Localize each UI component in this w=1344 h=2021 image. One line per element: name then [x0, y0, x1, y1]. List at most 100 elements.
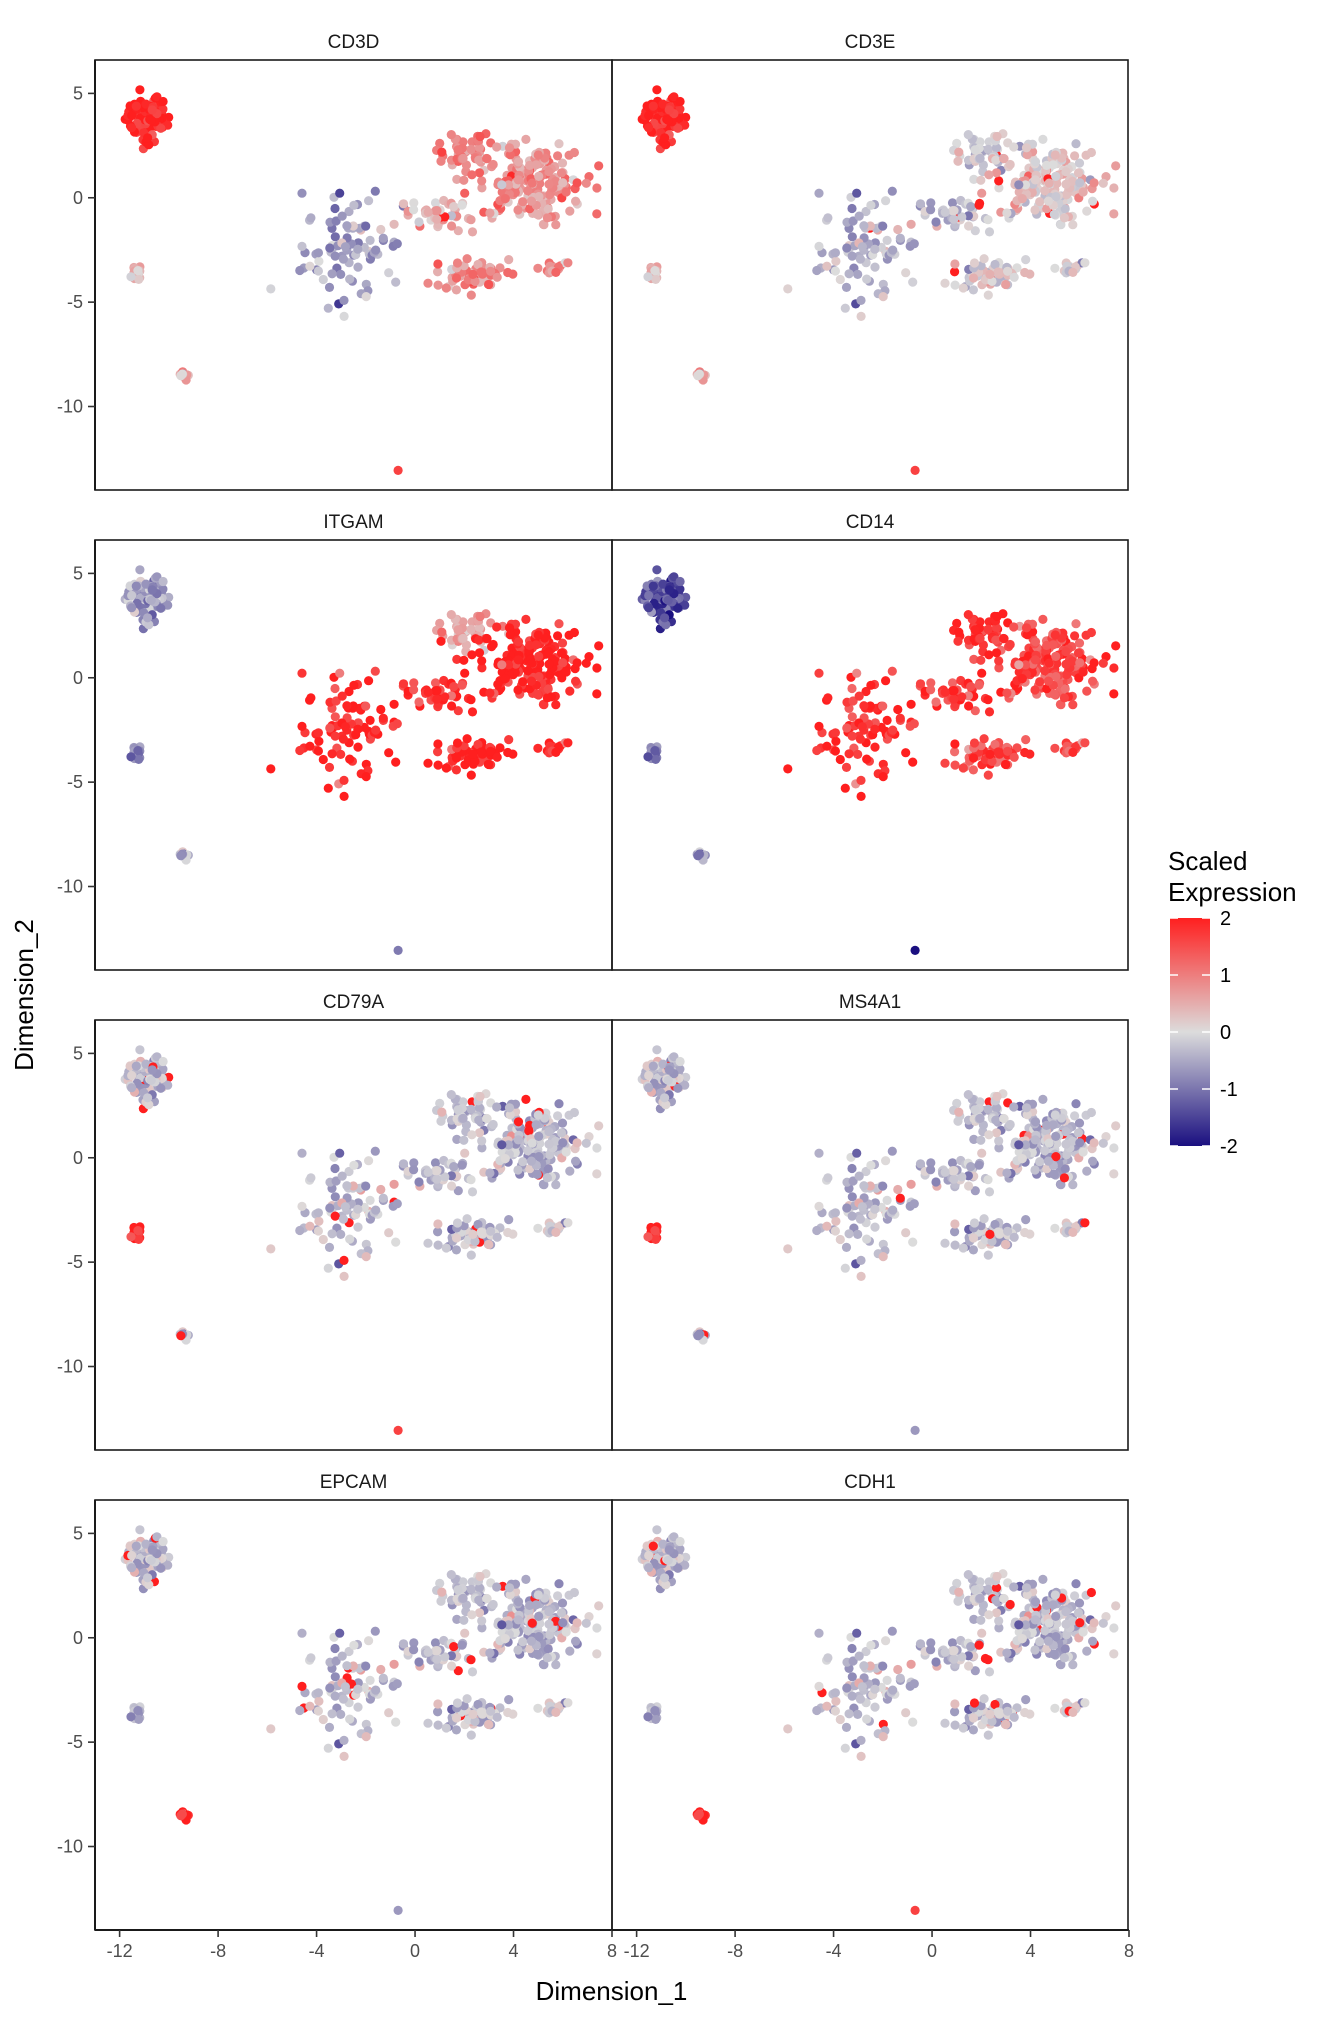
cell-point	[532, 209, 542, 219]
cell-point	[134, 754, 144, 765]
cell-point	[963, 1570, 973, 1580]
cell-point	[325, 1203, 335, 1213]
cell-point	[544, 1607, 554, 1617]
cell-point	[1061, 167, 1071, 177]
cell-point	[473, 1219, 483, 1230]
cell-point	[990, 259, 1000, 270]
cell-point	[953, 1596, 963, 1606]
cell-point	[447, 1661, 457, 1671]
cell-point	[783, 1724, 793, 1734]
cell-point	[176, 851, 186, 861]
cell-point	[433, 1720, 443, 1730]
cell-point	[330, 1643, 340, 1654]
cell-point	[393, 465, 403, 475]
cell-point	[409, 1645, 419, 1655]
cell-point	[485, 688, 495, 698]
cell-point	[526, 196, 537, 206]
cell-point	[409, 678, 419, 688]
cell-point	[964, 221, 974, 231]
cell-point	[847, 731, 857, 741]
cell-point	[857, 1682, 868, 1692]
cell-point	[931, 697, 941, 707]
cell-point	[553, 1111, 563, 1121]
cell-point	[964, 1661, 974, 1671]
cell-point	[1009, 1232, 1019, 1242]
cell-point	[527, 1618, 537, 1628]
cell-point	[878, 1252, 888, 1262]
cell-point	[414, 1177, 424, 1187]
cell-point	[449, 682, 459, 692]
cell-point	[340, 1682, 350, 1692]
cell-point	[952, 138, 962, 148]
cell-point	[841, 1722, 852, 1732]
cell-point	[673, 603, 683, 613]
cell-point	[812, 745, 822, 756]
cell-point	[474, 143, 485, 153]
cell-point	[513, 1615, 523, 1625]
cell-point	[663, 595, 673, 606]
cell-point	[964, 701, 974, 711]
cell-point	[389, 1179, 399, 1189]
cell-point	[663, 1075, 673, 1085]
cell-point	[661, 1100, 671, 1110]
cell-point	[435, 1578, 445, 1588]
cell-point	[451, 1245, 461, 1255]
cell-point	[652, 1045, 662, 1055]
cell-point	[533, 630, 543, 640]
cell-point	[556, 1608, 567, 1618]
x-axis-title: Dimension_1	[536, 1976, 688, 2006]
cell-point	[926, 1645, 936, 1655]
cell-point	[158, 576, 168, 587]
cell-point	[1022, 1590, 1032, 1600]
cell-point	[557, 1598, 568, 1608]
cell-point	[392, 719, 402, 729]
cell-point	[854, 211, 864, 221]
cell-point	[968, 1725, 979, 1735]
cell-point	[331, 216, 341, 226]
cell-point	[146, 1555, 156, 1565]
cell-point	[983, 695, 993, 705]
cell-point	[474, 1608, 485, 1618]
cell-point	[909, 1199, 919, 1209]
cell-point	[841, 282, 852, 292]
cell-point	[313, 248, 323, 258]
cell-point	[975, 153, 985, 163]
cell-point	[452, 258, 463, 268]
cell-point	[940, 1647, 950, 1657]
cell-point	[985, 269, 995, 279]
cell-point	[830, 1688, 841, 1698]
cell-point	[870, 262, 880, 272]
cell-point	[940, 1167, 950, 1177]
cell-point	[661, 1580, 671, 1590]
cell-point	[335, 1148, 345, 1158]
cell-point	[977, 668, 987, 678]
cell-point	[854, 1171, 864, 1181]
cell-point	[881, 676, 891, 686]
cell-point	[433, 259, 443, 269]
facet-panel-ms4a1: MS4A1	[611, 992, 1129, 1451]
cell-point	[542, 1653, 553, 1663]
cell-point	[1021, 1583, 1032, 1593]
cell-point	[984, 1130, 994, 1140]
cell-point	[968, 1233, 979, 1243]
cell-point	[1075, 658, 1085, 668]
cell-point	[371, 1685, 381, 1695]
cell-point	[1009, 622, 1019, 632]
cell-point	[423, 758, 433, 768]
cell-point	[513, 637, 524, 647]
cell-point	[908, 277, 918, 287]
cell-point	[985, 1709, 995, 1719]
cell-point	[987, 1236, 997, 1246]
cell-point	[475, 131, 485, 142]
cell-point	[975, 1593, 985, 1603]
cell-point	[361, 1732, 371, 1742]
cell-point	[814, 721, 824, 732]
cell-point	[1048, 1120, 1058, 1130]
cell-point	[1005, 159, 1015, 170]
cell-point	[556, 1128, 567, 1138]
cell-point	[535, 178, 545, 189]
cell-point	[847, 712, 857, 722]
cell-point	[950, 1227, 960, 1237]
cell-point	[970, 625, 980, 635]
cell-point	[344, 1646, 354, 1657]
